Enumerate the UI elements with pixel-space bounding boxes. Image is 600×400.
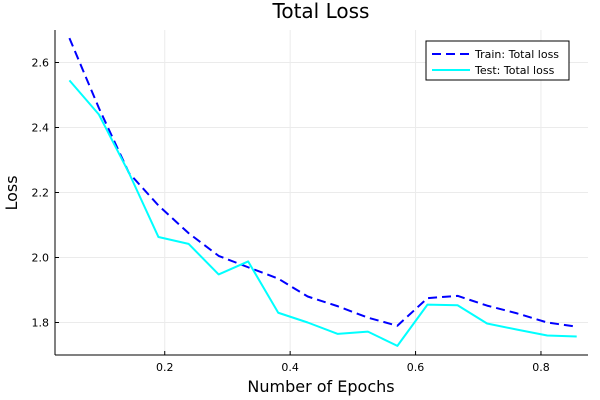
- legend-label-test: Test: Total loss: [474, 64, 555, 77]
- series-line-test: [68, 79, 577, 347]
- x-axis-label: Number of Epochs: [247, 377, 394, 396]
- x-tick-label: 0.2: [156, 361, 174, 374]
- chart-title: Total Loss: [272, 0, 370, 23]
- legend-box: [425, 40, 570, 81]
- x-tick-label: 0.4: [281, 361, 299, 374]
- legend: Train: Total loss Test: Total loss: [425, 40, 570, 81]
- x-tick-label: 0.6: [407, 361, 425, 374]
- series-line-train: [68, 37, 577, 328]
- axes: [54, 30, 588, 356]
- y-tick-label: 2.0: [32, 252, 50, 265]
- y-tick-label: 2.2: [32, 187, 50, 200]
- x-tick-label: 0.8: [532, 361, 550, 374]
- y-tick-label: 1.8: [32, 317, 50, 330]
- legend-label-train: Train: Total loss: [474, 48, 559, 61]
- y-tick-label: 2.4: [32, 122, 50, 135]
- y-tick-label: 2.6: [32, 57, 50, 70]
- y-axis-label: Loss: [2, 175, 21, 210]
- series-layer: [68, 37, 577, 347]
- tick-labels: 0.2 0.4 0.6 0.8 1.8 2.0 2.2 2.4 2.6: [32, 57, 550, 375]
